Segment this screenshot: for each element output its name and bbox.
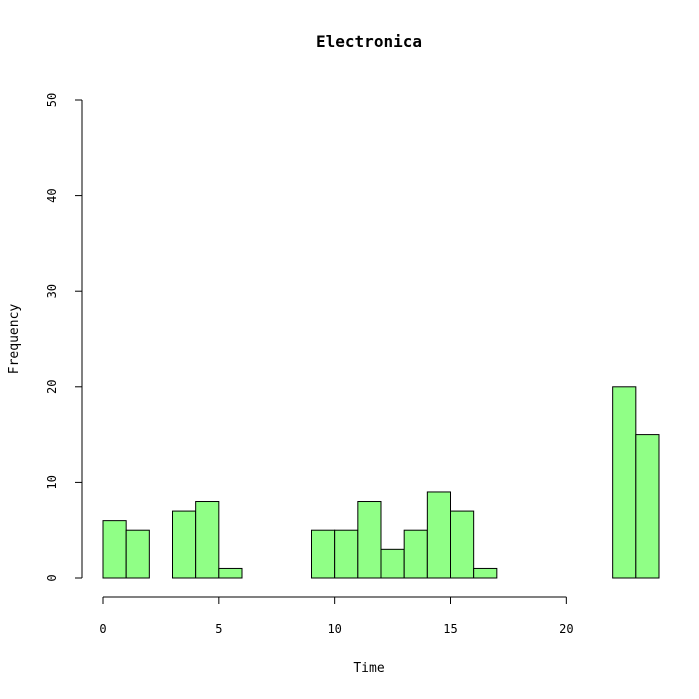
- histogram-bar: [311, 529, 336, 579]
- histogram-bar: [473, 567, 498, 579]
- y-tick-label: 10: [45, 475, 59, 489]
- x-axis-label: Time: [353, 661, 384, 676]
- histogram-bar: [357, 501, 382, 579]
- histogram-bar: [426, 491, 452, 579]
- y-tick-label: 20: [45, 380, 59, 394]
- y-axis: 0 10 20 30 40 50: [45, 93, 83, 582]
- x-tick-label: 5: [215, 622, 222, 636]
- y-tick-label: 40: [45, 188, 59, 202]
- x-tick-label: 0: [99, 622, 106, 636]
- x-tick-label: 10: [327, 622, 341, 636]
- histogram-bar: [403, 529, 428, 579]
- histogram-bar: [102, 520, 127, 579]
- y-tick-label: 0: [45, 574, 59, 581]
- histogram-bar: [195, 501, 220, 579]
- chart-title: Electronica: [316, 32, 422, 51]
- histogram-bar: [172, 510, 197, 579]
- y-tick-label: 30: [45, 284, 59, 298]
- x-axis: 0 5 10 15 20: [99, 596, 574, 636]
- histogram-bar: [218, 567, 243, 579]
- histogram-bar: [334, 529, 359, 579]
- histogram-bar: [612, 386, 637, 579]
- histogram-bar: [125, 529, 150, 579]
- histogram-bar: [450, 510, 475, 579]
- y-axis-label: Frequency: [7, 304, 22, 375]
- x-tick-label: 20: [559, 622, 573, 636]
- histogram-bar: [635, 434, 660, 579]
- y-tick-label: 50: [45, 93, 59, 107]
- x-tick-label: 15: [443, 622, 457, 636]
- histogram-bar: [380, 548, 405, 579]
- bars-group: [102, 386, 660, 579]
